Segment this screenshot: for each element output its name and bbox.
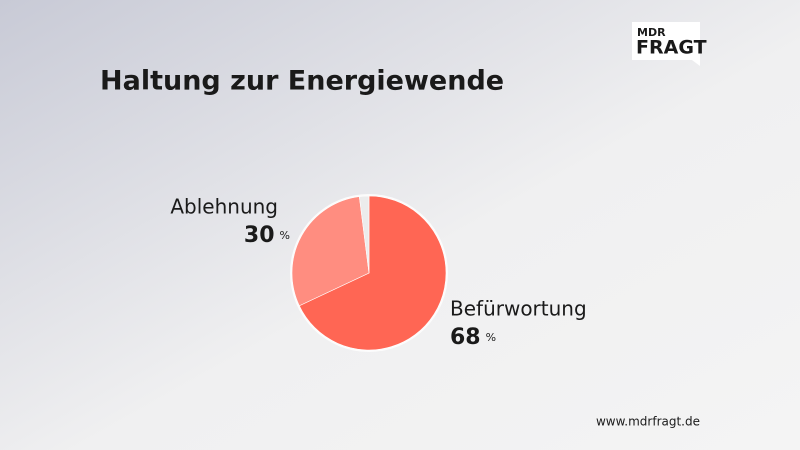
value-unit: %: [280, 229, 290, 242]
logo-text: MDR: [637, 26, 666, 39]
chart-title: Haltung zur Energiewende: [100, 66, 504, 97]
slice-value: 30%: [244, 223, 290, 248]
source: www.mdrfragt.de: [596, 415, 700, 429]
value-number: 68: [450, 325, 481, 350]
value-unit: %: [486, 331, 496, 344]
pie-slice: [291, 196, 370, 307]
value-number: 30: [244, 223, 275, 248]
pie-slice: [298, 195, 447, 351]
pie-slice: [359, 195, 370, 274]
logo-text: FRAGT: [636, 37, 707, 59]
slice-label: Ablehnung: [170, 195, 278, 219]
slice-value: 68%: [450, 325, 496, 350]
logo-box: [632, 22, 700, 66]
slice-label: Befürwortung: [450, 297, 587, 321]
